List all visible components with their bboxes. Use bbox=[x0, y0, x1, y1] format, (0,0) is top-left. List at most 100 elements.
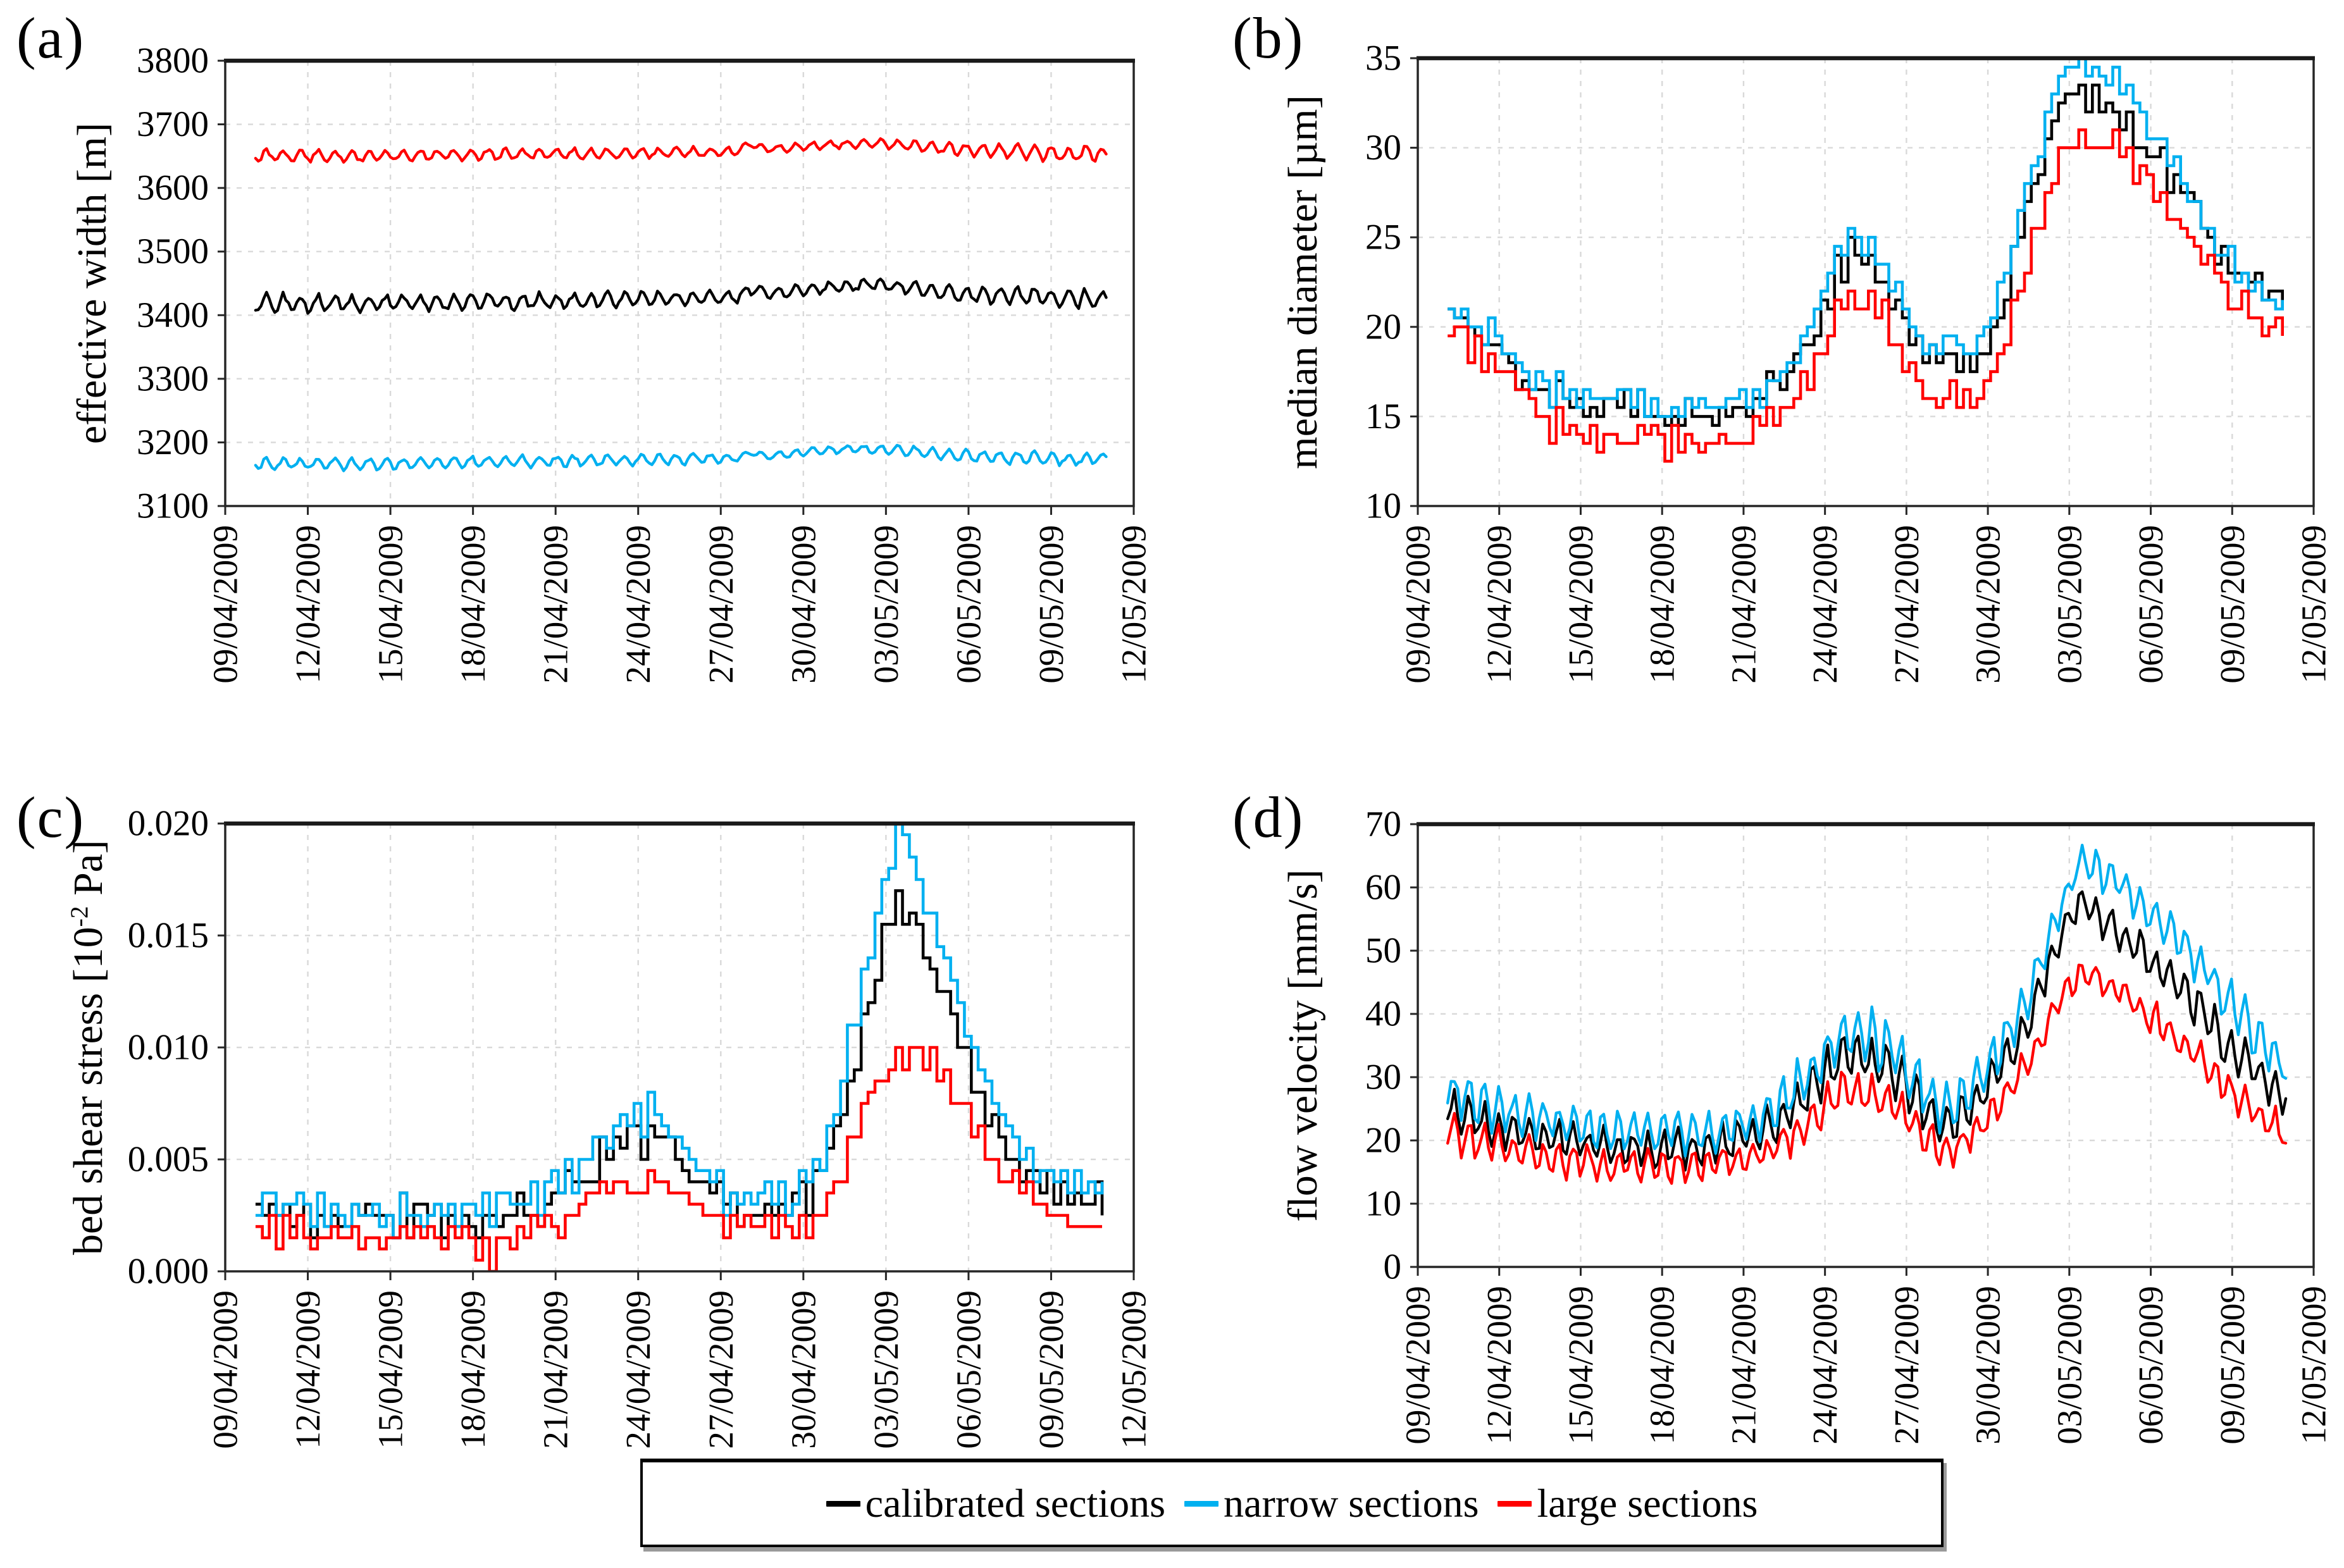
x-tick-label: 18/04/2009 bbox=[454, 525, 492, 684]
y-tick-label: 30 bbox=[1365, 1058, 1401, 1097]
x-tick-label: 06/05/2009 bbox=[949, 1290, 988, 1449]
y-tick-label: 35 bbox=[1365, 39, 1401, 78]
x-tick-label: 06/05/2009 bbox=[949, 525, 988, 684]
x-tick-label: 03/05/2009 bbox=[2050, 525, 2088, 684]
legend-label-calibrated: calibrated sections bbox=[865, 1481, 1166, 1526]
y-tick-label: 3300 bbox=[137, 359, 209, 398]
x-tick-label: 15/04/2009 bbox=[371, 525, 410, 684]
x-tick-label: 24/04/2009 bbox=[619, 1290, 657, 1449]
x-tick-label: 30/04/2009 bbox=[784, 1290, 822, 1449]
x-tick-label: 27/04/2009 bbox=[702, 525, 740, 684]
narrow-sections-series bbox=[1448, 58, 2284, 418]
large-sections-series bbox=[254, 137, 1108, 164]
y-axis-title-c-text: bed shear stress [10 bbox=[65, 927, 111, 1256]
x-tick-label: 09/04/2009 bbox=[1399, 525, 1437, 684]
panel-b-plot: 09/04/2009 12/04/2009 15/04/2009 18/04/2009… bbox=[1365, 39, 2333, 684]
x-tick-label: 18/04/2009 bbox=[1643, 1286, 1682, 1445]
x-tick-label: 24/04/2009 bbox=[1806, 1286, 1844, 1445]
x-tick-label: 09/04/2009 bbox=[206, 525, 245, 684]
y-tick-label: 25 bbox=[1365, 218, 1401, 257]
y-tick-label: 3200 bbox=[137, 423, 209, 462]
x-tick-label: 27/04/2009 bbox=[1887, 525, 1926, 684]
legend-label-large: large sections bbox=[1537, 1481, 1758, 1526]
x-tick-label: 12/05/2009 bbox=[2295, 525, 2333, 684]
plot-border bbox=[224, 59, 1135, 507]
x-tick-label: 06/05/2009 bbox=[2131, 525, 2170, 684]
large-sections-series bbox=[1446, 963, 2288, 1185]
calibrated-sections-series bbox=[1446, 890, 2288, 1172]
x-tick-label: 15/04/2009 bbox=[1561, 1286, 1600, 1445]
x-tick-label: 06/05/2009 bbox=[2131, 1286, 2170, 1445]
x-tick-label: 12/05/2009 bbox=[2295, 1286, 2333, 1445]
x-tick-label: 09/05/2009 bbox=[1032, 525, 1070, 684]
x-tick-label: 12/05/2009 bbox=[1115, 525, 1153, 684]
calibrated-sections-series bbox=[255, 889, 1104, 1240]
x-tick-label: 15/04/2009 bbox=[1561, 525, 1600, 684]
calibrated-line-swatch-icon bbox=[826, 1500, 860, 1507]
y-tick-label: 40 bbox=[1365, 994, 1401, 1034]
y-tick-label: 30 bbox=[1365, 128, 1401, 168]
y-tick-label: 3600 bbox=[137, 168, 209, 208]
x-tick-label: 12/04/2009 bbox=[1480, 525, 1518, 684]
x-tick-label: 15/04/2009 bbox=[371, 1290, 410, 1449]
y-axis-title-b-text: median diameter [µm] bbox=[1280, 95, 1326, 469]
x-tick-label: 24/04/2009 bbox=[1806, 525, 1844, 684]
large-line-swatch-icon bbox=[1498, 1500, 1532, 1507]
y-tick-label: 0.015 bbox=[128, 916, 209, 956]
y-tick-label: 0.010 bbox=[128, 1028, 209, 1068]
calibrated-sections-series bbox=[254, 277, 1108, 315]
calibrated-sections-series bbox=[1448, 83, 2284, 427]
plot-border bbox=[1417, 823, 2315, 1268]
x-tick-label: 12/04/2009 bbox=[1480, 1286, 1518, 1445]
y-tick-label: 50 bbox=[1365, 931, 1401, 971]
y-tick-label: 0.020 bbox=[128, 804, 209, 844]
x-tick-label: 09/04/2009 bbox=[206, 1290, 245, 1449]
y-axis-title-d: flow velocity [mm/s] bbox=[1272, 598, 1335, 1493]
x-tick-label: 03/05/2009 bbox=[867, 525, 905, 684]
y-tick-label: 0.000 bbox=[128, 1252, 209, 1292]
x-tick-label: 12/04/2009 bbox=[288, 1290, 327, 1449]
narrow-line-swatch-icon bbox=[1184, 1500, 1219, 1507]
y-tick-label: 70 bbox=[1365, 805, 1401, 844]
plot-border bbox=[1417, 57, 2315, 507]
y-tick-label: 20 bbox=[1365, 1121, 1401, 1161]
x-tick-label: 21/04/2009 bbox=[1724, 525, 1763, 684]
x-tick-label: 09/05/2009 bbox=[2213, 525, 2252, 684]
y-tick-label: 10 bbox=[1365, 1184, 1401, 1224]
y-tick-label: 3100 bbox=[137, 486, 209, 526]
x-tick-label: 21/04/2009 bbox=[1724, 1286, 1763, 1445]
y-tick-label: 0 bbox=[1384, 1247, 1402, 1287]
x-tick-label: 21/04/2009 bbox=[536, 1290, 575, 1449]
x-tick-label: 18/04/2009 bbox=[1643, 525, 1682, 684]
panel-c-plot: 09/04/2009 12/04/2009 15/04/2009 18/04/2009… bbox=[128, 804, 1153, 1449]
x-tick-label: 03/05/2009 bbox=[2050, 1286, 2088, 1445]
y-tick-label: 0.005 bbox=[128, 1140, 209, 1180]
legend-item-narrow: narrow sections bbox=[1184, 1480, 1479, 1527]
x-tick-label: 12/04/2009 bbox=[288, 525, 327, 684]
y-axis-title-c-superscript: -2 bbox=[65, 906, 93, 927]
y-axis-title-c: bed shear stress [10-2 Pa] bbox=[57, 600, 120, 1495]
narrow-sections-series bbox=[255, 824, 1104, 1240]
y-axis-title-a-text: effective width [m] bbox=[69, 122, 115, 445]
y-axis-title-d-text: flow velocity [mm/s] bbox=[1280, 869, 1326, 1222]
x-tick-label: 18/04/2009 bbox=[454, 1290, 492, 1449]
large-sections-series bbox=[255, 1046, 1102, 1271]
legend-item-large: large sections bbox=[1498, 1480, 1758, 1527]
y-tick-label: 15 bbox=[1365, 397, 1401, 436]
panel-letter-b: (b) bbox=[1232, 6, 1305, 70]
x-tick-label: 24/04/2009 bbox=[619, 525, 657, 684]
x-tick-label: 09/04/2009 bbox=[1399, 1286, 1437, 1445]
y-tick-label: 3800 bbox=[137, 41, 209, 81]
panel-d-plot: 09/04/2009 12/04/2009 15/04/2009 18/04/2009… bbox=[1365, 805, 2333, 1445]
panel-letter-c: (c) bbox=[16, 785, 85, 849]
y-axis-title-c-unit: Pa] bbox=[65, 839, 111, 906]
x-tick-label: 30/04/2009 bbox=[1969, 525, 2007, 684]
narrow-sections-series bbox=[1446, 843, 2288, 1158]
x-tick-label: 27/04/2009 bbox=[1887, 1286, 1926, 1445]
narrow-sections-series bbox=[254, 443, 1108, 472]
large-sections-series bbox=[1448, 128, 2284, 463]
x-tick-label: 30/04/2009 bbox=[1969, 1286, 2007, 1445]
plot-border bbox=[224, 822, 1135, 1273]
